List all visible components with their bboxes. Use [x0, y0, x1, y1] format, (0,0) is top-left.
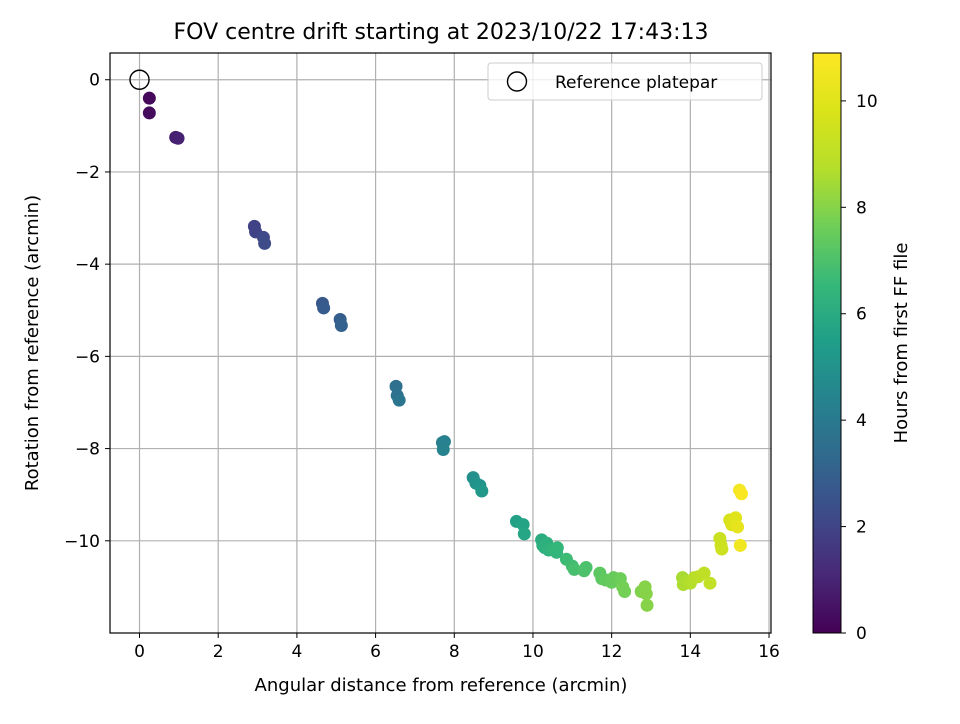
- data-point: [733, 538, 747, 552]
- x-tick-label: 6: [370, 642, 381, 662]
- colorbar-tick-label: 0: [856, 624, 867, 644]
- colorbar-ticks: 0 2 4 6 8 10: [841, 92, 878, 644]
- legend: Reference platepar: [487, 62, 763, 101]
- colorbar-tick-label: 4: [856, 411, 867, 431]
- data-point: [475, 484, 489, 498]
- data-point: [258, 236, 272, 250]
- data-point: [618, 585, 632, 599]
- data-point: [334, 318, 348, 332]
- colorbar-tick-label: 10: [856, 92, 878, 112]
- data-point: [703, 576, 717, 590]
- data-point: [142, 91, 156, 105]
- chart-title: FOV centre drift starting at 2023/10/22 …: [174, 20, 709, 45]
- y-axis-ticks: 0 −2 −4 −6 −8 −10: [64, 71, 110, 552]
- grid-lines: [110, 53, 771, 633]
- x-tick-label: 16: [758, 642, 780, 662]
- data-point: [639, 587, 653, 601]
- reference-marker: [129, 69, 150, 90]
- y-tick-label: −6: [75, 347, 100, 367]
- data-point: [640, 598, 654, 612]
- x-tick-label: 8: [449, 642, 460, 662]
- x-tick-label: 0: [134, 642, 145, 662]
- data-point: [734, 487, 748, 501]
- x-axis-label: Angular distance from reference (arcmin): [255, 675, 628, 696]
- colorbar-tick-label: 2: [856, 518, 867, 538]
- x-tick-label: 10: [522, 642, 544, 662]
- y-axis-label: Rotation from reference (arcmin): [22, 195, 43, 491]
- data-point: [142, 106, 156, 120]
- data-point: [715, 542, 729, 556]
- data-points: [142, 91, 748, 612]
- reference-point: [129, 69, 150, 90]
- data-point: [171, 131, 185, 145]
- x-axis-ticks: 0 2 4 6 8 10 12 14 16: [134, 633, 780, 662]
- legend-box: [487, 62, 763, 101]
- x-tick-label: 2: [213, 642, 224, 662]
- plot-frame: [109, 52, 772, 634]
- y-tick-label: −2: [75, 163, 100, 183]
- colorbar: 0 2 4 6 8 10 Hours from first FF file: [812, 52, 912, 644]
- x-tick-label: 12: [601, 642, 623, 662]
- legend-marker: [506, 71, 528, 92]
- legend-label: Reference platepar: [555, 73, 717, 93]
- data-point: [731, 520, 745, 534]
- data-point: [567, 562, 581, 576]
- colorbar-tick-label: 8: [856, 198, 867, 218]
- data-point: [517, 527, 531, 541]
- data-point: [550, 541, 564, 555]
- y-tick-label: −4: [75, 255, 100, 275]
- y-tick-label: −10: [64, 532, 100, 552]
- colorbar-gradient: [812, 52, 842, 634]
- data-point: [697, 566, 711, 580]
- data-point: [436, 443, 450, 457]
- x-tick-label: 14: [680, 642, 702, 662]
- x-tick-label: 4: [291, 642, 302, 662]
- data-point: [392, 393, 406, 407]
- data-point: [317, 301, 331, 315]
- colorbar-tick-label: 6: [856, 305, 867, 325]
- y-tick-label: −8: [75, 440, 100, 460]
- colorbar-label: Hours from first FF file: [891, 243, 912, 444]
- data-point: [579, 561, 593, 575]
- y-tick-label: 0: [89, 71, 100, 91]
